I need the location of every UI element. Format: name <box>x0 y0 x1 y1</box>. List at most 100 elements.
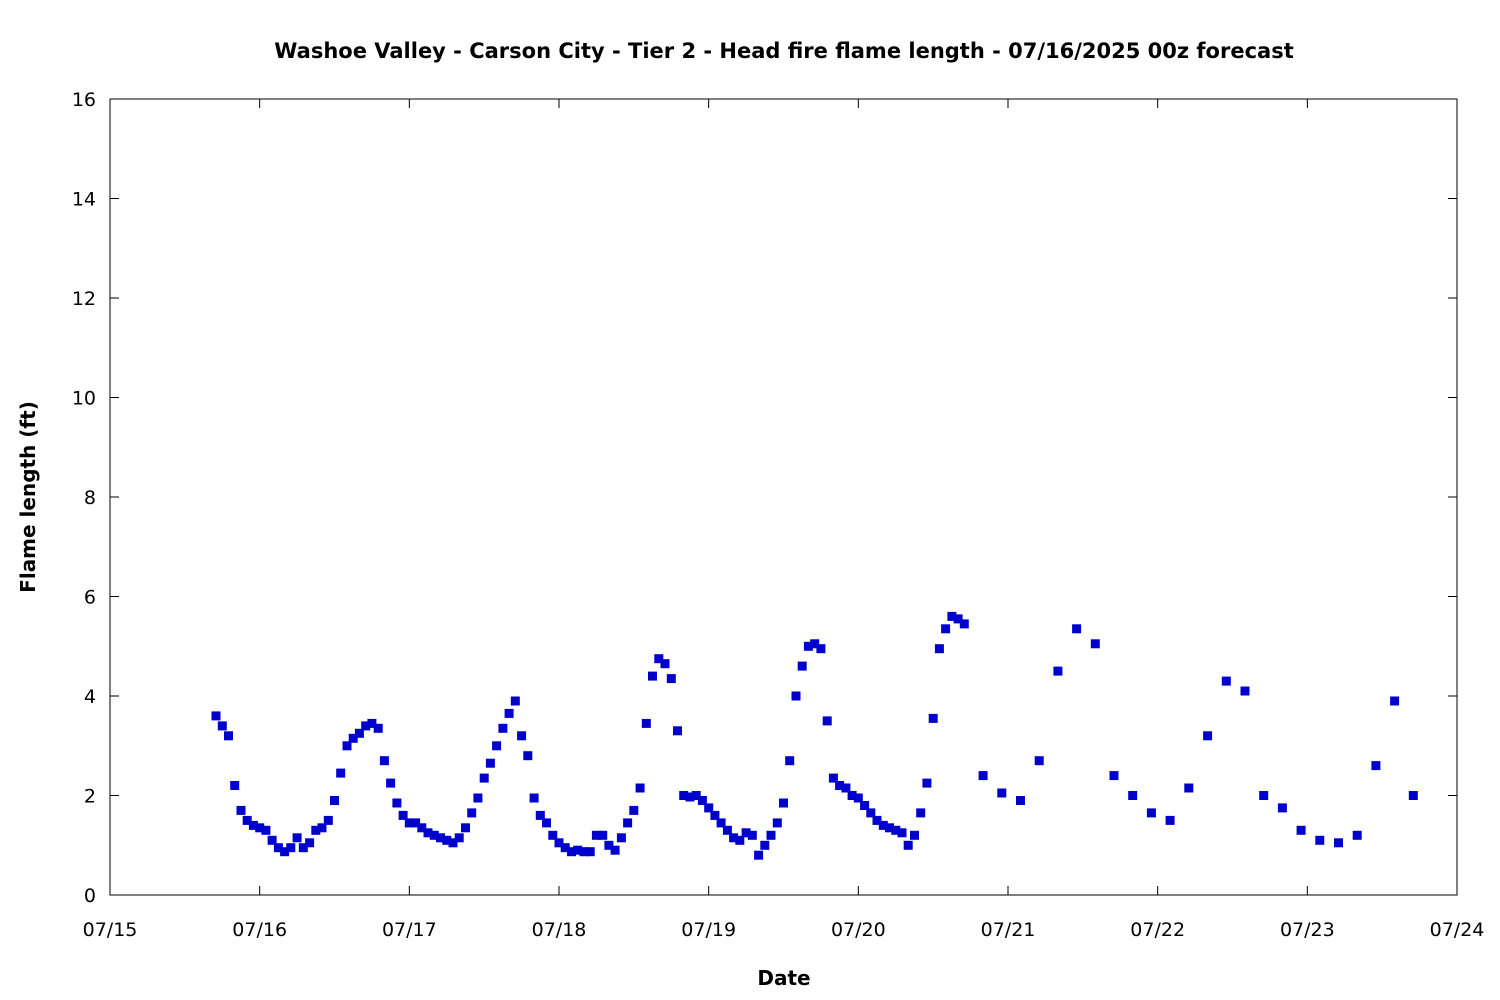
data-point <box>1034 756 1044 766</box>
data-point <box>691 791 701 800</box>
data-point <box>648 671 657 681</box>
data-point <box>1128 791 1138 800</box>
data-point <box>704 803 714 813</box>
data-point <box>542 818 551 828</box>
data-point <box>666 674 676 684</box>
data-point <box>330 796 339 805</box>
x-tick-label: 07/15 <box>83 919 138 941</box>
data-point <box>741 828 751 838</box>
x-tick-label: 07/21 <box>981 919 1036 941</box>
y-axis: 0 2 4 6 8 10 12 14 16 <box>72 89 1457 907</box>
data-point <box>779 798 788 808</box>
data-point <box>535 810 545 820</box>
data-point <box>1390 696 1400 706</box>
data-point <box>461 823 470 833</box>
y-tick-label: 14 <box>72 189 96 211</box>
data-point <box>454 833 464 843</box>
data-point <box>442 835 452 845</box>
y-tick-label: 0 <box>84 885 96 907</box>
data-point <box>797 661 807 671</box>
data-point <box>959 619 969 629</box>
data-point <box>1184 783 1194 793</box>
data-point <box>336 768 346 778</box>
data-point <box>1334 838 1343 848</box>
data-point <box>273 843 283 853</box>
data-point <box>417 823 427 833</box>
data-point <box>928 713 938 723</box>
x-axis-label: Date <box>757 966 810 990</box>
data-point <box>716 818 726 828</box>
data-point <box>835 781 845 790</box>
data-point <box>242 815 252 825</box>
data-point <box>1165 815 1175 825</box>
x-tick-label: 07/17 <box>382 919 437 941</box>
x-tick-label: 07/20 <box>831 919 886 941</box>
data-point <box>386 778 396 788</box>
data-point <box>436 833 445 843</box>
y-tick-label: 2 <box>84 786 96 808</box>
data-point <box>903 840 913 850</box>
data-point <box>878 820 888 830</box>
data-point <box>255 823 265 833</box>
data-point <box>1408 791 1418 800</box>
data-point <box>803 641 813 651</box>
data-point <box>305 838 315 848</box>
data-point <box>554 838 564 848</box>
data-point <box>423 828 433 838</box>
data-point <box>685 792 695 802</box>
data-point <box>448 838 458 848</box>
data-point <box>1109 771 1119 781</box>
data-point <box>747 830 757 840</box>
y-tick-label: 10 <box>72 388 96 410</box>
data-point <box>1277 803 1287 813</box>
chart-title: Washoe Valley - Carson City - Tier 2 - H… <box>274 39 1294 63</box>
data-point <box>847 791 857 800</box>
data-point <box>885 823 894 833</box>
data-point <box>604 840 614 850</box>
data-point <box>1053 666 1063 676</box>
y-tick-label: 16 <box>72 89 96 111</box>
data-point <box>673 726 682 736</box>
x-tick-label: 07/22 <box>1130 919 1185 941</box>
data-point <box>598 830 608 840</box>
data-point <box>722 825 732 835</box>
data-point <box>280 847 290 857</box>
data-point <box>404 818 414 828</box>
data-points <box>211 611 1418 860</box>
x-tick-label: 07/19 <box>681 919 736 941</box>
data-point <box>816 644 826 654</box>
data-point <box>897 828 907 838</box>
data-point <box>910 830 919 840</box>
x-tick-label: 07/18 <box>532 919 587 941</box>
data-point <box>1315 835 1325 845</box>
data-point <box>891 825 901 835</box>
data-point <box>922 778 932 788</box>
data-point <box>548 830 558 840</box>
data-point <box>679 791 689 800</box>
x-axis: 07/15 07/16 07/17 07/18 07/19 07/20 07/21 07/22… <box>83 99 1484 941</box>
data-point <box>1352 830 1362 840</box>
data-point <box>1090 639 1100 649</box>
data-point <box>760 840 770 850</box>
data-point <box>286 843 296 853</box>
data-point <box>579 847 589 857</box>
data-point <box>1146 808 1156 818</box>
data-point <box>822 716 832 726</box>
data-point <box>941 624 951 634</box>
data-point <box>766 830 776 840</box>
y-tick-label: 8 <box>84 487 96 509</box>
data-point <box>236 805 246 815</box>
plot-frame <box>109 98 1458 896</box>
data-point <box>1296 825 1306 835</box>
data-point <box>616 833 626 843</box>
data-point <box>323 815 333 825</box>
data-point <box>498 723 508 733</box>
data-point <box>916 808 926 818</box>
data-point <box>947 611 957 621</box>
data-point <box>1240 686 1250 696</box>
data-point <box>953 614 963 624</box>
data-point <box>660 659 670 669</box>
data-point <box>1203 731 1213 741</box>
data-point <box>623 818 633 828</box>
data-point <box>1072 624 1082 634</box>
